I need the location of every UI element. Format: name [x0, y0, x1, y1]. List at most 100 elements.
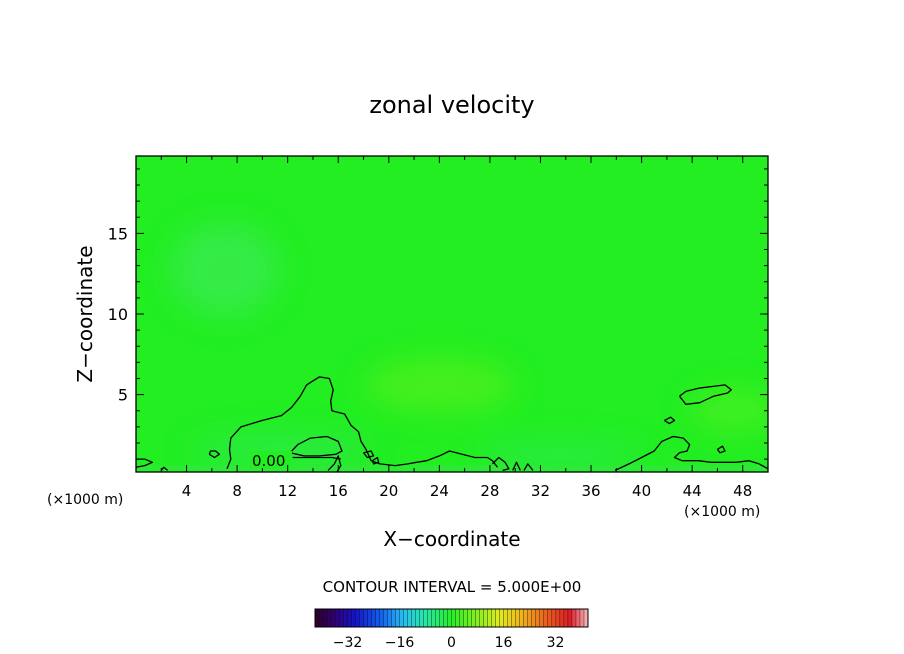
y-tick-label: 15	[108, 224, 128, 243]
colorbar-cell	[379, 608, 384, 628]
colorbar-cell	[539, 608, 545, 628]
colorbar-cell	[326, 608, 332, 628]
contour-line	[678, 384, 732, 405]
colorbar-cell	[447, 608, 452, 628]
colorbar-cell	[346, 608, 352, 628]
colorbar-cell	[435, 608, 440, 628]
colorbar-cell	[551, 608, 557, 628]
colorbar-cell	[387, 608, 392, 628]
shading-patch	[365, 357, 515, 413]
x-tick-label: 4	[182, 482, 192, 500]
x-tick-label: 44	[683, 482, 702, 500]
colorbar-cell	[318, 608, 324, 628]
contour-line	[664, 416, 676, 425]
colorbar-cell	[575, 608, 581, 628]
colorbar-cell	[439, 608, 444, 628]
contour-label: 0.00	[252, 452, 285, 470]
colorbar-cell	[547, 608, 553, 628]
colorbar-cell	[515, 608, 521, 628]
colorbar-cell	[467, 608, 473, 628]
colorbar-cell	[503, 608, 509, 628]
colorbar-cell	[391, 608, 396, 628]
colorbar: −32 −16 0 16 32	[314, 608, 589, 651]
contour-line	[491, 456, 510, 472]
colorbar-tick-label: 0	[447, 635, 456, 651]
contour-interval-note: CONTOUR INTERVAL = 5.000E+00	[323, 578, 582, 596]
colorbar-cell	[459, 608, 465, 628]
contour-line	[136, 458, 154, 468]
colorbar-cell	[579, 608, 585, 628]
colorbar-cell	[563, 608, 569, 628]
y-tick-label: 10	[108, 305, 128, 324]
colorbar-cell	[427, 608, 432, 628]
colorbar-cell	[483, 608, 489, 628]
x-tick-label: 36	[581, 482, 600, 500]
colorbar-cell	[519, 608, 525, 628]
y-axis-label: Z−coordinate	[73, 245, 97, 382]
x-tick-label: 8	[232, 482, 242, 500]
colorbar-cell	[491, 608, 497, 628]
colorbar-cell	[350, 608, 356, 628]
contour-line	[614, 435, 768, 471]
y-axis-ticks: 5 10 15	[108, 168, 768, 460]
contour-line	[160, 466, 169, 471]
colorbar-cell	[571, 608, 577, 628]
shading-patch	[480, 441, 640, 469]
colorbar-cell	[463, 608, 469, 628]
colorbar-cell	[567, 608, 573, 628]
colorbar-cell	[338, 608, 344, 628]
colorbar-cell	[531, 608, 537, 628]
colorbar-cell	[403, 608, 408, 628]
colorbar-cell	[543, 608, 549, 628]
colorbar-tick-label: 16	[495, 635, 513, 651]
colorbar-cell	[527, 608, 533, 628]
contour-line	[289, 435, 343, 457]
x-axis-ticks: 4 8 12 16 20 24 28 32 36 40 44 48	[160, 156, 752, 500]
shading-patch	[170, 222, 280, 318]
colorbar-cell	[431, 608, 436, 628]
colorbar-cell	[415, 608, 420, 628]
colorbar-cell	[535, 608, 541, 628]
colorbar-labels: −32 −16 0 16 32	[333, 635, 565, 651]
colorbar-cell	[455, 608, 460, 628]
contour-line	[371, 456, 380, 465]
x-tick-label: 32	[531, 482, 550, 500]
colorbar-cell	[555, 608, 561, 628]
surface-band	[136, 465, 768, 472]
colorbar-cell	[507, 608, 513, 628]
colorbar-cell	[399, 608, 404, 628]
field-shading: 0.00	[136, 222, 768, 472]
x-unit-left: (×1000 m)	[47, 492, 123, 508]
contour-label-bg	[250, 451, 292, 468]
x-tick-label: 24	[430, 482, 449, 500]
colorbar-cell	[523, 608, 529, 628]
colorbar-cell	[411, 608, 416, 628]
colorbar-cell	[451, 608, 456, 628]
x-tick-label: 40	[632, 482, 651, 500]
x-tick-label: 16	[329, 482, 348, 500]
colorbar-cell	[367, 608, 372, 628]
colorbar-cell	[322, 608, 328, 628]
contour-line	[327, 455, 342, 472]
colorbar-frame	[314, 608, 589, 628]
colorbar-cell	[330, 608, 336, 628]
colorbar-cell	[419, 608, 424, 628]
chart-title: zonal velocity	[369, 91, 534, 119]
colorbar-cell	[395, 608, 400, 628]
colorbar-cell	[495, 608, 501, 628]
colorbar-cell	[383, 608, 388, 628]
x-unit-right: (×1000 m)	[684, 504, 760, 520]
colorbar-cell	[559, 608, 565, 628]
colorbar-cell	[479, 608, 485, 628]
colorbar-tick-label: 32	[547, 635, 565, 651]
contour-line	[716, 445, 726, 454]
colorbar-cell	[499, 608, 505, 628]
x-tick-label: 28	[480, 482, 499, 500]
colorbar-cell	[358, 608, 364, 628]
shading-patch	[690, 388, 768, 432]
y-tick-label: 5	[118, 386, 128, 405]
x-tick-label: 48	[733, 482, 752, 500]
x-tick-label: 12	[278, 482, 297, 500]
colorbar-cell	[471, 608, 477, 628]
colorbar-tick-label: −32	[333, 635, 363, 651]
